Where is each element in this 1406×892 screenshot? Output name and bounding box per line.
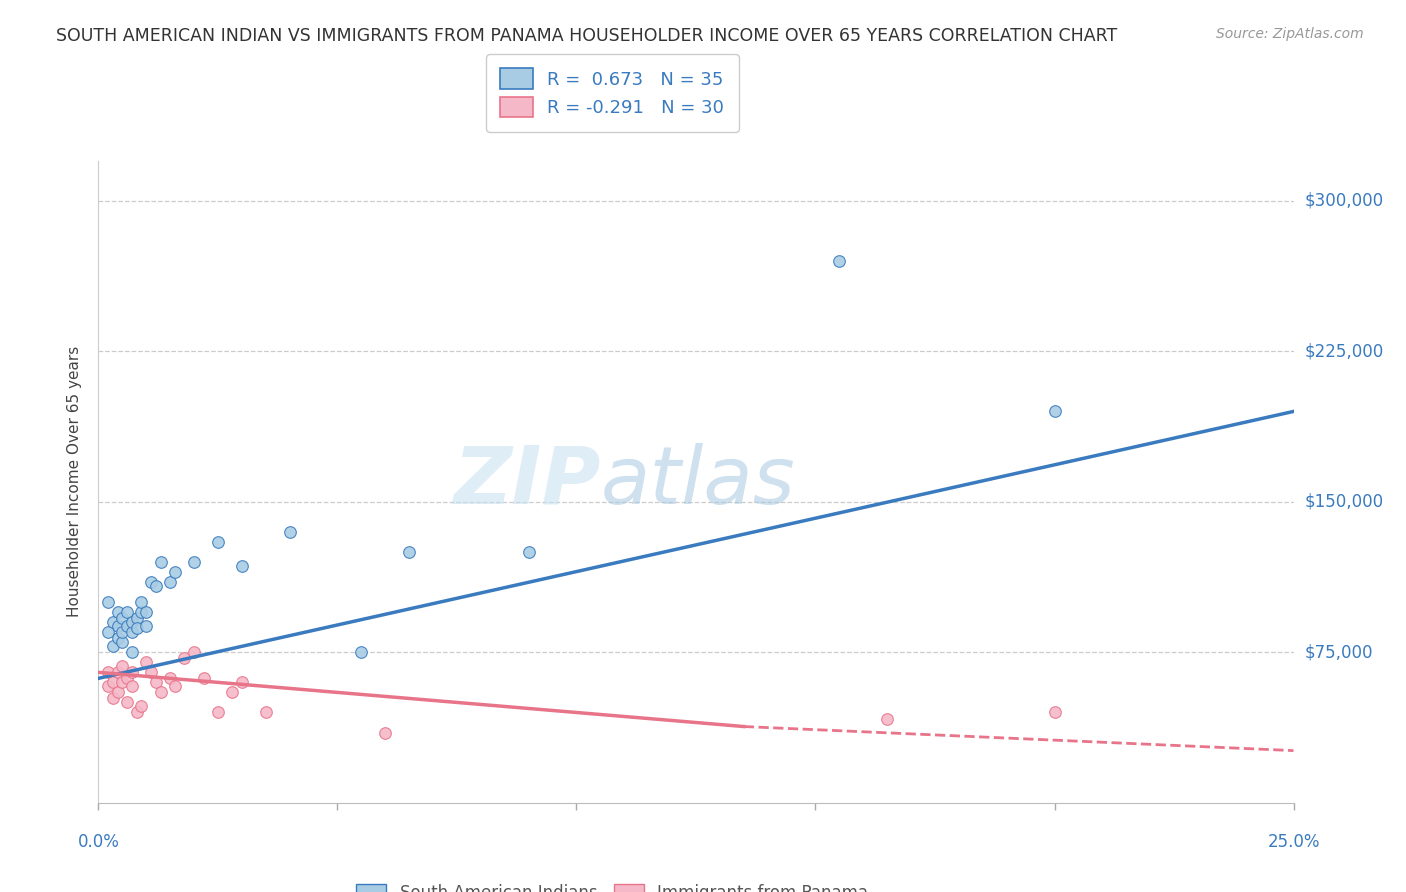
Point <box>828 254 851 268</box>
Point <box>107 665 129 680</box>
Point <box>231 558 253 574</box>
Point <box>145 579 167 593</box>
Point <box>97 680 120 694</box>
Point <box>97 625 120 640</box>
Point <box>131 605 153 619</box>
Point <box>121 665 143 680</box>
Text: $300,000: $300,000 <box>1305 192 1384 210</box>
Point <box>135 619 157 633</box>
Point <box>139 575 162 590</box>
Point <box>107 685 129 699</box>
Point <box>193 671 215 685</box>
Point <box>1043 404 1066 418</box>
Point <box>115 671 138 685</box>
Point <box>125 611 148 625</box>
Point <box>139 665 162 680</box>
Point <box>135 655 157 669</box>
Point <box>115 605 138 619</box>
Point <box>131 699 153 714</box>
Text: $225,000: $225,000 <box>1305 343 1384 360</box>
Point <box>97 665 120 680</box>
Point <box>517 545 540 559</box>
Point <box>115 619 138 633</box>
Point <box>101 615 124 630</box>
Point <box>145 675 167 690</box>
Point <box>125 706 148 720</box>
Point <box>183 645 205 659</box>
Point <box>111 611 134 625</box>
Point <box>149 555 172 569</box>
Point <box>207 535 229 549</box>
Y-axis label: Householder Income Over 65 years: Householder Income Over 65 years <box>67 346 83 617</box>
Text: atlas: atlas <box>600 442 796 521</box>
Point <box>163 680 186 694</box>
Legend: South American Indians, Immigrants from Panama: South American Indians, Immigrants from … <box>349 875 876 892</box>
Point <box>97 595 120 609</box>
Point <box>101 691 124 706</box>
Point <box>1043 706 1066 720</box>
Point <box>111 675 134 690</box>
Point <box>173 651 195 665</box>
Point <box>374 725 396 739</box>
Point <box>350 645 373 659</box>
Point <box>183 555 205 569</box>
Point <box>149 685 172 699</box>
Point <box>163 565 186 579</box>
Point <box>101 639 124 653</box>
Text: $150,000: $150,000 <box>1305 492 1384 511</box>
Point <box>876 712 898 726</box>
Point <box>121 615 143 630</box>
Point <box>107 619 129 633</box>
Point <box>254 706 277 720</box>
Point <box>107 632 129 646</box>
Text: ZIP: ZIP <box>453 442 600 521</box>
Point <box>121 680 143 694</box>
Point <box>125 621 148 635</box>
Point <box>107 605 129 619</box>
Point <box>111 659 134 673</box>
Point <box>121 625 143 640</box>
Point <box>207 706 229 720</box>
Text: 0.0%: 0.0% <box>77 833 120 851</box>
Point <box>159 671 181 685</box>
Point <box>131 595 153 609</box>
Point <box>111 635 134 649</box>
Point <box>398 545 420 559</box>
Point <box>231 675 253 690</box>
Text: Source: ZipAtlas.com: Source: ZipAtlas.com <box>1216 27 1364 41</box>
Point <box>135 605 157 619</box>
Point <box>159 575 181 590</box>
Text: $75,000: $75,000 <box>1305 643 1374 661</box>
Point <box>111 625 134 640</box>
Text: SOUTH AMERICAN INDIAN VS IMMIGRANTS FROM PANAMA HOUSEHOLDER INCOME OVER 65 YEARS: SOUTH AMERICAN INDIAN VS IMMIGRANTS FROM… <box>56 27 1118 45</box>
Point <box>101 675 124 690</box>
Point <box>115 696 138 710</box>
Point <box>221 685 243 699</box>
Point <box>121 645 143 659</box>
Point <box>278 524 301 539</box>
Text: 25.0%: 25.0% <box>1267 833 1320 851</box>
